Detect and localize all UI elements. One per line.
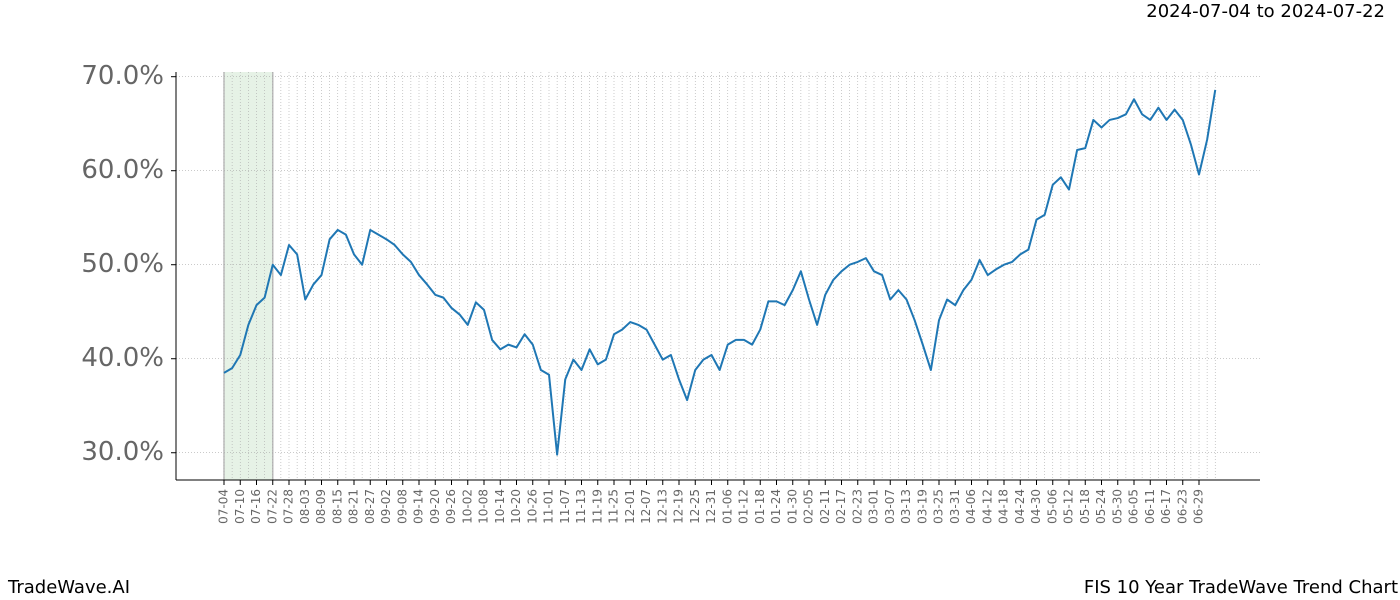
y-tick-label: 40.0% [81, 343, 164, 373]
x-tick-label: 08-09 [314, 489, 328, 524]
brand: TradeWave.AI [7, 577, 130, 598]
x-tick-label: 03-25 [932, 489, 946, 524]
x-tick-label: 06-23 [1175, 489, 1189, 524]
x-tick-label: 03-01 [867, 489, 881, 524]
x-tick-label: 06-17 [1159, 489, 1173, 524]
x-tick-label: 12-19 [672, 489, 686, 524]
chart-caption: FIS 10 Year TradeWave Trend Chart [1084, 577, 1398, 598]
x-tick-label: 08-03 [298, 489, 312, 524]
y-tick-label: 70.0% [81, 61, 164, 91]
x-tick-label: 05-06 [1045, 489, 1059, 524]
date-range: 2024-07-04 to 2024-07-22 [1146, 1, 1385, 22]
x-tick-label: 09-08 [395, 489, 409, 524]
x-tick-label: 08-27 [363, 489, 377, 524]
x-tick-label: 06-11 [1143, 489, 1157, 524]
y-tick-label: 60.0% [81, 155, 164, 185]
x-tick-label: 04-30 [1029, 489, 1043, 524]
x-tick-label: 09-20 [428, 489, 442, 524]
x-tick-label: 09-02 [379, 489, 393, 524]
x-tick-label: 04-18 [997, 489, 1011, 524]
x-tick-label: 09-26 [444, 489, 458, 524]
x-tick-label: 03-13 [899, 489, 913, 524]
x-tick-label: 10-14 [493, 489, 507, 524]
x-tick-label: 05-24 [1094, 489, 1108, 524]
x-tick-label: 11-25 [607, 489, 621, 524]
x-tick-label: 01-18 [753, 489, 767, 524]
x-tick-label: 12-25 [688, 489, 702, 524]
x-tick-label: 11-07 [558, 489, 572, 524]
x-tick-label: 08-21 [347, 489, 361, 524]
x-tick-label: 07-16 [249, 489, 263, 524]
x-tick-label: 06-05 [1127, 489, 1141, 524]
x-tick-label: 08-15 [330, 489, 344, 524]
x-tick-label: 01-06 [720, 489, 734, 524]
x-tick-label: 02-17 [834, 489, 848, 524]
x-tick-label: 03-19 [915, 489, 929, 524]
x-tick-label: 11-13 [574, 489, 588, 524]
x-tick-label: 01-24 [769, 489, 783, 524]
x-tick-label: 07-10 [233, 489, 247, 524]
y-tick-label: 30.0% [81, 437, 164, 467]
x-tick-label: 10-08 [477, 489, 491, 524]
x-tick-label: 04-06 [964, 489, 978, 524]
x-tick-label: 07-04 [217, 489, 231, 524]
x-tick-label: 12-01 [623, 489, 637, 524]
x-tick-label: 03-31 [948, 489, 962, 524]
x-tick-label: 07-28 [282, 489, 296, 524]
x-tick-label: 01-30 [785, 489, 799, 524]
x-tick-label: 05-30 [1110, 489, 1124, 524]
x-tick-label: 05-18 [1078, 489, 1092, 524]
x-tick-label: 03-07 [883, 489, 897, 524]
x-tick-label: 10-26 [525, 489, 539, 524]
x-tick-label: 04-12 [980, 489, 994, 524]
x-tick-label: 02-23 [850, 489, 864, 524]
x-tick-label: 12-13 [655, 489, 669, 524]
x-tick-label: 05-12 [1062, 489, 1076, 524]
x-tick-label: 02-11 [818, 489, 832, 524]
x-tick-label: 06-29 [1192, 489, 1206, 524]
y-tick-label: 50.0% [81, 249, 164, 279]
x-tick-label: 10-02 [460, 489, 474, 524]
x-tick-label: 11-01 [542, 489, 556, 524]
x-tick-label: 11-19 [590, 489, 604, 524]
x-tick-label: 12-07 [639, 489, 653, 524]
x-tick-label: 04-24 [1013, 489, 1027, 524]
x-tick-label: 07-22 [265, 489, 279, 524]
x-tick-label: 01-12 [737, 489, 751, 524]
x-tick-label: 02-05 [802, 489, 816, 524]
x-tick-label: 12-31 [704, 489, 718, 524]
trend-line [223, 89, 1217, 456]
x-tick-label: 10-20 [509, 489, 523, 524]
x-tick-label: 09-14 [412, 489, 426, 524]
